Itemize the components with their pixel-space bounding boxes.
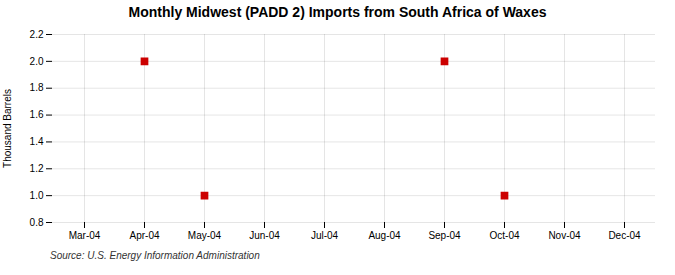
svg-text:Apr-04: Apr-04 [129, 230, 159, 241]
svg-text:Dec-04: Dec-04 [608, 230, 641, 241]
svg-text:Jun-04: Jun-04 [249, 230, 280, 241]
html-text:Monthly Midwest (PADD 2) Impor: Monthly Midwest (PADD 2) Imports from So… [128, 4, 547, 20]
svg-text:Jul-04: Jul-04 [311, 230, 339, 241]
svg-text:Thousand Barrels: Thousand Barrels [2, 89, 13, 168]
svg-text:1.8: 1.8 [30, 82, 44, 93]
svg-text:0.8: 0.8 [30, 217, 44, 228]
html-text:Source: U.S. Energy Informatio: Source: U.S. Energy Information Administ… [50, 250, 260, 261]
svg-text:Mar-04: Mar-04 [69, 230, 101, 241]
svg-text:Oct-04: Oct-04 [489, 230, 519, 241]
svg-text:1.6: 1.6 [30, 109, 44, 120]
svg-text:2.0: 2.0 [30, 56, 44, 67]
svg-text:Sep-04: Sep-04 [428, 230, 461, 241]
svg-text:May-04: May-04 [188, 230, 222, 241]
svg-text:Nov-04: Nov-04 [548, 230, 581, 241]
svg-text:Aug-04: Aug-04 [368, 230, 401, 241]
svg-text:2.2: 2.2 [30, 29, 44, 40]
svg-text:1.2: 1.2 [30, 163, 44, 174]
svg-text:1.4: 1.4 [30, 136, 44, 147]
svg-text:1.0: 1.0 [30, 190, 44, 201]
